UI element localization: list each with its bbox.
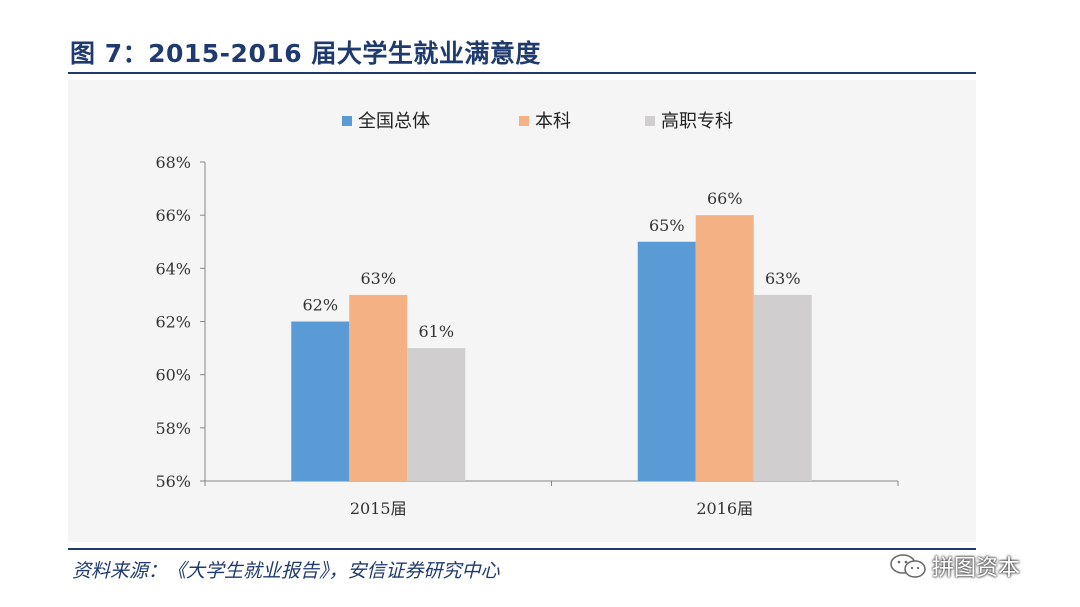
page-title: 图 7：2015-2016 届大学生就业满意度: [70, 39, 541, 68]
data-label: 66%: [707, 189, 743, 208]
watermark: 拼图资本: [888, 550, 1020, 582]
footer-divider: [68, 548, 976, 550]
bar-2-2: [695, 215, 754, 481]
data-label: 65%: [649, 216, 685, 235]
bar-3-2: [753, 294, 812, 481]
chart-axes: 56% 58% 60% 62% 64% 66% 68% 2015届 2016届: [155, 153, 899, 518]
wechat-icon: [890, 554, 926, 578]
bar-1-1: [291, 321, 350, 481]
y-tick-label: 68%: [155, 153, 191, 172]
y-tick-label: 60%: [155, 366, 191, 385]
chart-background: [68, 80, 976, 542]
y-tick-label: 62%: [155, 313, 191, 332]
data-label: 63%: [360, 269, 396, 288]
watermark-text: 拼图资本: [932, 556, 1021, 581]
legend-label: 全国总体: [358, 111, 430, 132]
chart-data-labels: 62% 63% 61% 65% 66% 63%: [302, 189, 800, 341]
y-tick-label: 58%: [155, 419, 191, 438]
bar-3-1: [407, 348, 466, 481]
bar-2-1: [349, 294, 408, 481]
x-tick-label: 2015届: [350, 499, 407, 518]
legend-label: 本科: [535, 111, 571, 132]
chart-legend: 全国总体 本科 高职专科: [342, 111, 733, 132]
legend-label: 高职专科: [661, 111, 733, 132]
legend-swatch: [645, 116, 655, 126]
legend-swatch: [342, 116, 352, 126]
y-tick-label: 56%: [155, 472, 191, 491]
title-divider: [68, 72, 976, 74]
source-note: 资料来源：《大学生就业报告》，安信证券研究中心: [72, 560, 500, 582]
x-tick-label: 2016届: [696, 499, 753, 518]
y-tick-label: 66%: [155, 206, 191, 225]
bar-1-2: [637, 241, 696, 481]
legend-swatch: [519, 116, 529, 126]
y-tick-label: 64%: [155, 259, 191, 278]
chart-bars: [291, 215, 812, 481]
data-label: 63%: [765, 269, 801, 288]
data-label: 62%: [302, 296, 338, 315]
data-label: 61%: [418, 322, 454, 341]
